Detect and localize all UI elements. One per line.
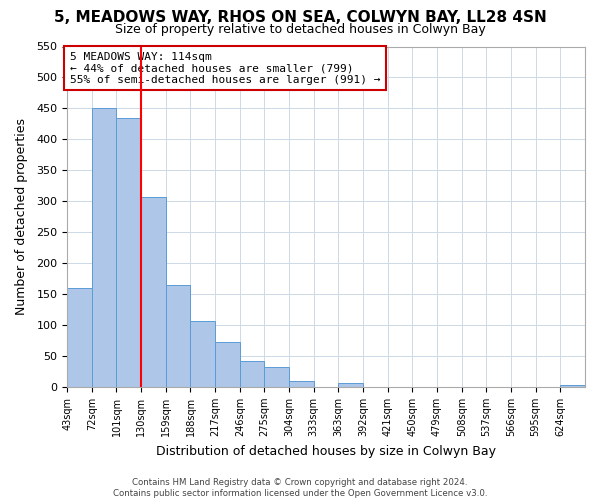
Text: Contains HM Land Registry data © Crown copyright and database right 2024.
Contai: Contains HM Land Registry data © Crown c… bbox=[113, 478, 487, 498]
Bar bbox=[92, 108, 116, 387]
Bar bbox=[141, 197, 166, 387]
Bar bbox=[67, 288, 92, 387]
Text: 5 MEADOWS WAY: 114sqm
← 44% of detached houses are smaller (799)
55% of semi-det: 5 MEADOWS WAY: 114sqm ← 44% of detached … bbox=[70, 52, 380, 85]
Bar bbox=[289, 381, 314, 387]
X-axis label: Distribution of detached houses by size in Colwyn Bay: Distribution of detached houses by size … bbox=[156, 444, 496, 458]
Y-axis label: Number of detached properties: Number of detached properties bbox=[15, 118, 28, 315]
Text: Size of property relative to detached houses in Colwyn Bay: Size of property relative to detached ho… bbox=[115, 22, 485, 36]
Bar bbox=[338, 382, 363, 387]
Bar bbox=[215, 342, 240, 387]
Bar bbox=[190, 320, 215, 387]
Bar bbox=[560, 385, 585, 387]
Bar bbox=[240, 361, 265, 387]
Bar bbox=[116, 118, 141, 387]
Text: 5, MEADOWS WAY, RHOS ON SEA, COLWYN BAY, LL28 4SN: 5, MEADOWS WAY, RHOS ON SEA, COLWYN BAY,… bbox=[53, 10, 547, 25]
Bar bbox=[265, 367, 289, 387]
Bar bbox=[166, 285, 190, 387]
